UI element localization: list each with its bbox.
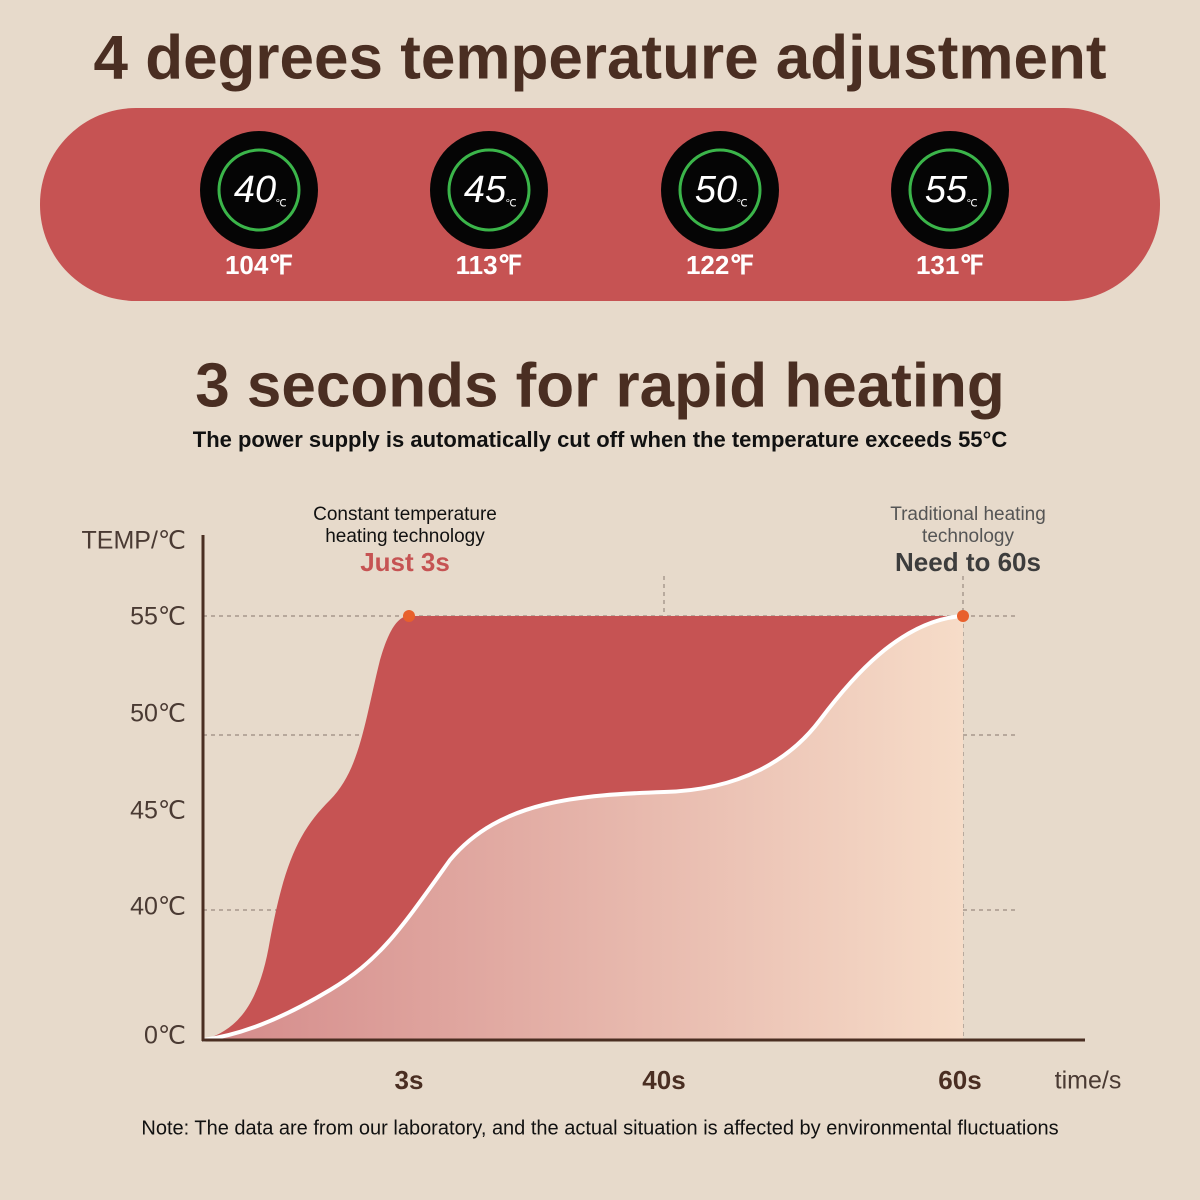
display-ring	[217, 148, 301, 232]
display-digits: 55	[925, 169, 968, 211]
display-ring	[908, 148, 992, 232]
slow-heating-area	[203, 616, 963, 1040]
display-face	[200, 131, 318, 249]
x-label: 40s	[642, 1065, 685, 1095]
callout-text: technology	[922, 526, 1014, 547]
subtitle: The power supply is automatically cut of…	[193, 427, 1008, 452]
display-face	[891, 131, 1009, 249]
y-label: 45℃	[130, 797, 186, 825]
title: 4 degrees temperature adjustment	[93, 23, 1106, 92]
display-digits: 40	[234, 169, 276, 211]
y-label: 0℃	[144, 1022, 186, 1050]
marker	[403, 610, 415, 622]
display-unit: ℃	[736, 199, 747, 210]
note: Note: The data are from our laboratory, …	[141, 1117, 1058, 1139]
x-label: 60s	[938, 1065, 981, 1095]
display-panel	[40, 108, 1160, 301]
display-digits: 50	[695, 169, 737, 211]
display-unit: ℃	[966, 199, 977, 210]
y-label: 55℃	[130, 603, 186, 631]
callout-highlight: Need to 60s	[895, 547, 1041, 577]
x-axis-label: time/s	[1055, 1067, 1122, 1095]
callout-highlight: Just 3s	[360, 547, 450, 577]
display-unit: ℃	[275, 199, 286, 210]
section-title: 3 seconds for rapid heating	[195, 351, 1005, 420]
display-face	[661, 131, 779, 249]
y-label: 40℃	[130, 893, 186, 921]
y-label: 50℃	[130, 700, 186, 728]
display-face	[430, 131, 548, 249]
display-digits: 45	[464, 169, 507, 211]
traditional-curve	[202, 614, 964, 1042]
display-ring	[447, 148, 531, 232]
fahrenheit-label: 131℉	[916, 250, 984, 280]
fahrenheit-label: 113℉	[456, 250, 523, 280]
display-unit: ℃	[505, 199, 516, 210]
fahrenheit-label: 104℉	[225, 250, 293, 280]
y-axis-label: TEMP/℃	[82, 527, 186, 555]
callout-text: heating technology	[325, 526, 485, 547]
display-ring	[678, 148, 762, 232]
marker	[957, 610, 969, 622]
fahrenheit-label: 122℉	[686, 250, 754, 280]
x-label: 3s	[395, 1065, 424, 1095]
callout-text: Constant temperature	[313, 504, 497, 525]
callout-text: Traditional heating	[890, 504, 1046, 525]
